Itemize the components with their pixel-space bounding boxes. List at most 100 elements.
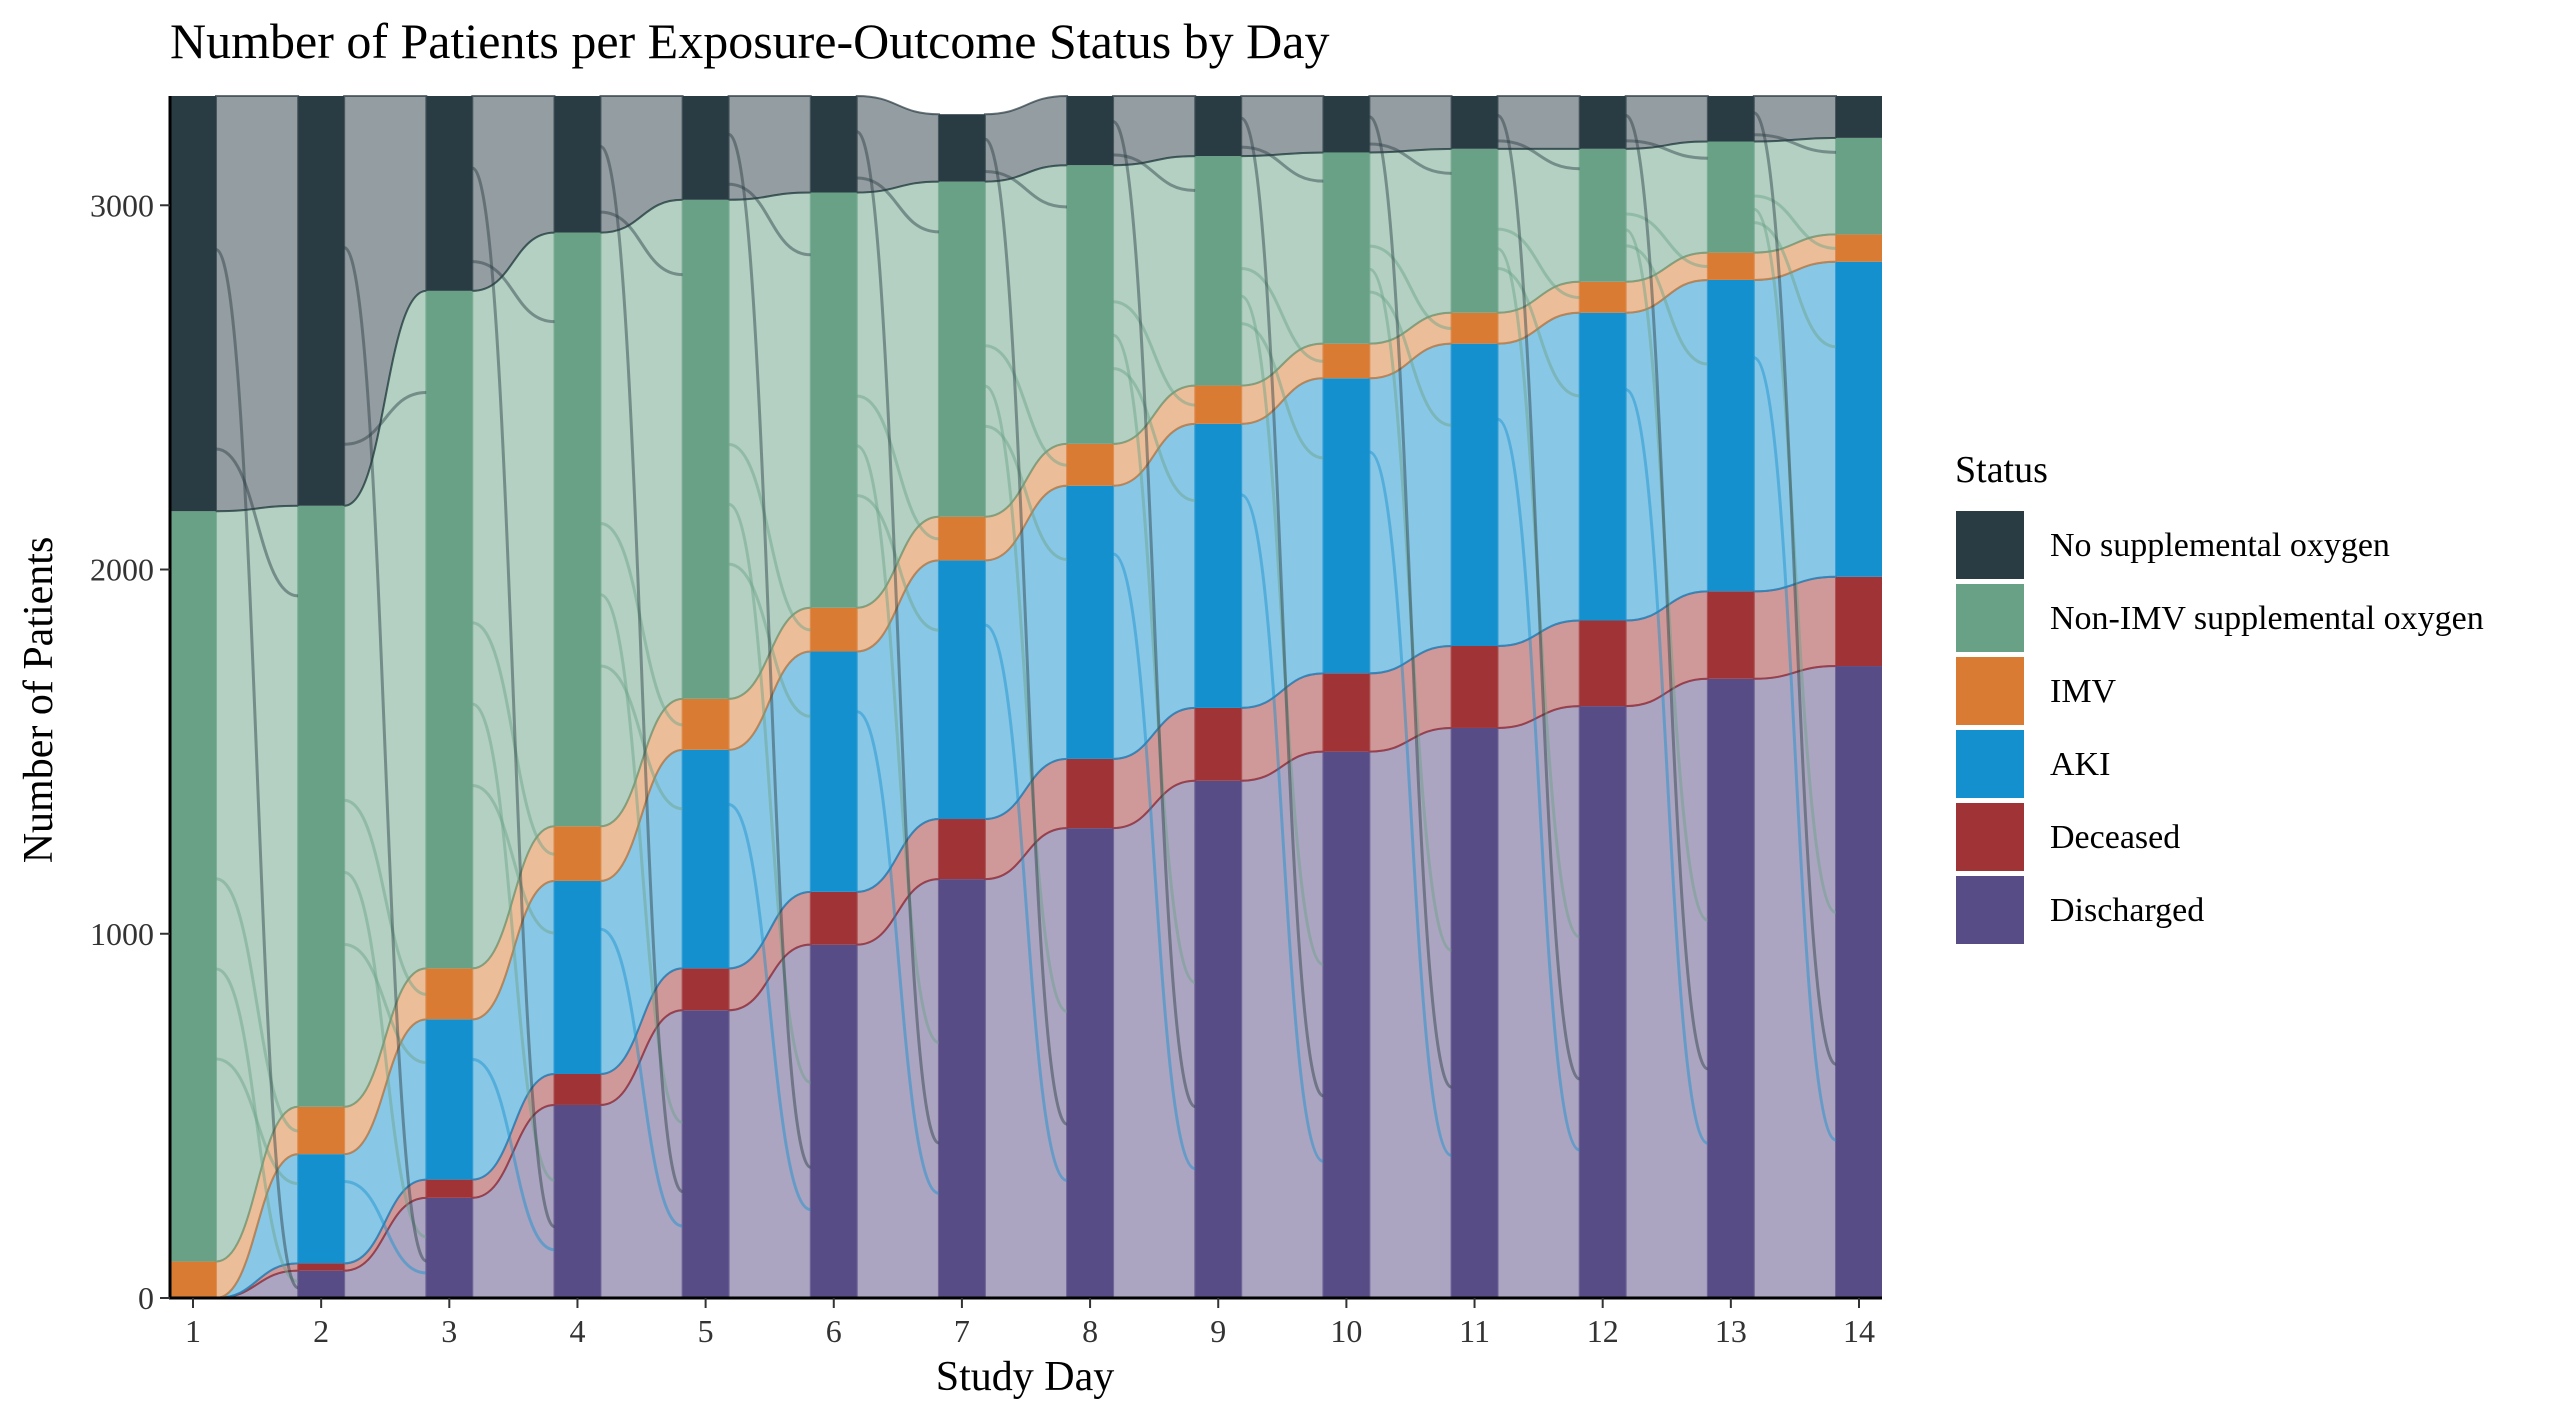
bar-non-imv-supplemental-oxygen-day11 [1451,148,1498,313]
bar-no-supplemental-oxygen-day5 [682,96,729,200]
transition-aki-to-discharged-day4 [600,927,684,1228]
bar-discharged-day6 [810,944,857,1298]
bar-aki-day9 [1195,423,1242,708]
flow-no-supplemental-oxygen-day9 [1240,94,1325,158]
bar-deceased-day9 [1195,707,1242,781]
bar-no-supplemental-oxygen-day12 [1579,96,1626,149]
bar-imv-day14 [1836,234,1882,262]
x-tick-label: 6 [826,1313,842,1349]
bar-deceased-day11 [1451,646,1498,728]
x-tick-label: 2 [313,1313,329,1349]
legend-label-deceased: Deceased [2050,819,2180,856]
bar-no-supplemental-oxygen-day8 [1067,96,1114,166]
transition-non-imv-supplemental-oxygen-to-aki-day3 [472,783,555,935]
bar-non-imv-supplemental-oxygen-day3 [426,290,473,969]
y-axis-title: Number of Patients [16,537,62,864]
flow-no-supplemental-oxygen-day8 [1112,94,1197,167]
bar-discharged-day13 [1707,678,1754,1298]
transition-no-supplemental-oxygen-to-discharged-day3 [470,166,556,1229]
bar-imv-day3 [426,968,473,1020]
bar-non-imv-supplemental-oxygen-day7 [938,181,985,517]
legend-label-discharged: Discharged [2050,892,2204,929]
y-tick-label: 1000 [90,916,154,952]
transition-no-supplemental-oxygen-to-non-imv-supplemental-oxygen-day7 [984,169,1068,209]
bar-no-supplemental-oxygen-day10 [1323,96,1370,153]
bar-imv-day7 [938,516,985,561]
transition-aki-to-discharged-day8 [1112,552,1196,1171]
legend-label-non-imv-supplemental-oxygen: Non-IMV supplemental oxygen [2050,600,2484,637]
x-tick-label: 13 [1715,1313,1747,1349]
transition-no-supplemental-oxygen-to-discharged-day6 [855,130,940,1145]
flow-layer [215,94,1837,1300]
transition-no-supplemental-oxygen-to-non-imv-supplemental-oxygen-day5 [728,182,811,257]
flow-non-imv-supplemental-oxygen-day10 [1368,147,1453,345]
bar-discharged-day10 [1323,751,1370,1298]
bar-deceased-day5 [682,968,729,1011]
transition-non-imv-supplemental-oxygen-to-discharged-day11 [1496,247,1581,939]
bar-non-imv-supplemental-oxygen-day12 [1579,148,1626,282]
transition-non-imv-supplemental-oxygen-to-discharged-day10 [1368,267,1453,952]
y-tick-label: 2000 [90,552,154,588]
bar-no-supplemental-oxygen-day4 [554,96,601,233]
x-axis-title: Study Day [936,1354,1115,1400]
transition-non-imv-supplemental-oxygen-to-imv-day1 [215,877,299,1133]
bar-discharged-day8 [1067,828,1114,1298]
bar-imv-day10 [1323,343,1370,379]
bar-aki-day11 [1451,343,1498,647]
bar-discharged-day14 [1836,666,1882,1298]
transition-no-supplemental-oxygen-to-non-imv-supplemental-oxygen-day12 [1625,139,1708,160]
transition-non-imv-supplemental-oxygen-to-imv-day7 [984,344,1068,467]
bar-aki-day4 [554,880,601,1074]
transition-no-supplemental-oxygen-to-non-imv-supplemental-oxygen-day10 [1369,142,1452,175]
transition-aki-to-discharged-day11 [1496,417,1581,1152]
transition-non-imv-supplemental-oxygen-to-aki-day2 [343,943,427,1065]
x-tick-label: 1 [185,1313,201,1349]
transition-non-imv-supplemental-oxygen-to-discharged-day4 [599,593,684,1124]
transition-aki-to-discharged-day10 [1368,450,1453,1157]
transition-no-supplemental-oxygen-to-non-imv-supplemental-oxygen-day3 [472,260,555,324]
bar-aki-day2 [298,1154,345,1264]
bar-imv-day1 [170,1261,216,1298]
transition-no-supplemental-oxygen-to-discharged-day11 [1496,114,1581,1081]
flow-no-supplemental-oxygen-day3 [471,94,556,292]
transition-no-supplemental-oxygen-to-discharged-day7 [984,137,1068,1126]
bar-non-imv-supplemental-oxygen-day4 [554,232,601,827]
bar-deceased-day2 [298,1263,345,1271]
transition-non-imv-supplemental-oxygen-to-discharged-day8 [1112,333,1196,984]
bar-aki-day13 [1707,279,1754,592]
bar-no-supplemental-oxygen-day14 [1836,96,1882,138]
bar-discharged-day4 [554,1104,601,1298]
transition-no-supplemental-oxygen-to-discharged-day4 [599,145,684,1194]
transition-non-imv-supplemental-oxygen-to-aki-day4 [600,664,683,811]
bar-deceased-day6 [810,891,857,945]
transition-no-supplemental-oxygen-to-non-imv-supplemental-oxygen-day13 [1753,133,1837,154]
transition-non-imv-supplemental-oxygen-to-imv-day9 [1241,267,1324,363]
transition-non-imv-supplemental-oxygen-to-discharged-day2 [343,870,427,1239]
bar-non-imv-supplemental-oxygen-day6 [810,192,857,608]
bar-layer [170,96,1882,1298]
transition-no-supplemental-oxygen-to-non-imv-supplemental-oxygen-day4 [600,210,683,277]
bar-discharged-day11 [1451,727,1498,1298]
bar-aki-day3 [426,1019,473,1180]
transition-no-supplemental-oxygen-to-discharged-day10 [1368,115,1453,1089]
flow-no-supplemental-oxygen-day11 [1496,94,1581,150]
transition-no-supplemental-oxygen-to-non-imv-supplemental-oxygen-day6 [856,176,939,234]
bar-non-imv-supplemental-oxygen-day9 [1195,156,1242,386]
bar-aki-day10 [1323,378,1370,674]
transition-non-imv-supplemental-oxygen-to-discharged-day13 [1753,207,1837,915]
bar-no-supplemental-oxygen-day7 [938,114,985,182]
bar-imv-day12 [1579,281,1626,313]
bar-discharged-day5 [682,1010,729,1298]
transition-no-supplemental-oxygen-to-non-imv-supplemental-oxygen-day9 [1241,145,1324,183]
bar-non-imv-supplemental-oxygen-day5 [682,199,729,699]
transition-no-supplemental-oxygen-to-discharged-day5 [727,132,812,1169]
bar-deceased-day14 [1836,576,1882,667]
transition-non-imv-supplemental-oxygen-to-imv-day3 [471,621,555,856]
bar-non-imv-supplemental-oxygen-day1 [170,511,216,1262]
transition-no-supplemental-oxygen-to-discharged-day8 [1112,120,1197,1109]
bar-deceased-day4 [554,1073,601,1105]
bar-imv-day5 [682,698,729,750]
bar-no-supplemental-oxygen-day2 [298,96,345,506]
legend-key-deceased [1954,801,2026,873]
legend-key-no-supplemental-oxygen [1954,509,2026,581]
